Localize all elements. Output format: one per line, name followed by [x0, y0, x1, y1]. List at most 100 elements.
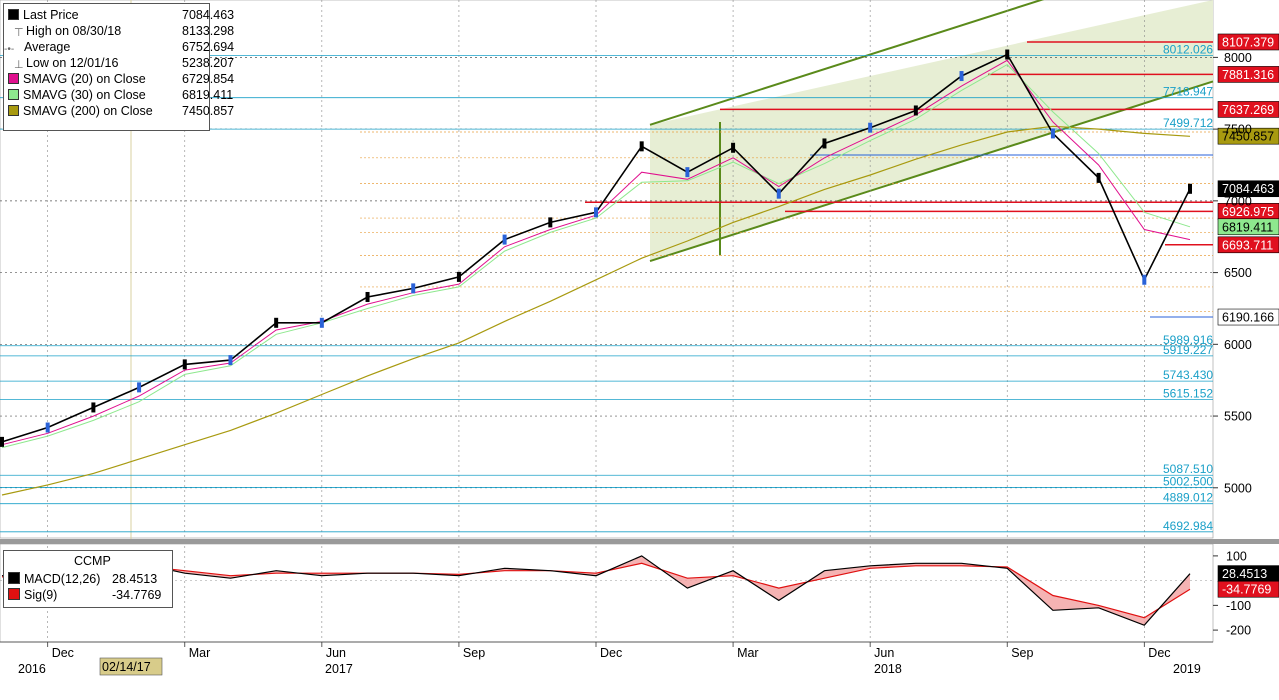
low-tick-icon: ⊥ [14, 59, 24, 71]
fib-label: 5919.227 [1163, 343, 1213, 357]
x-year-label: 2016 [18, 662, 46, 676]
price-tick-label: 7000 [1224, 194, 1252, 208]
price-tick-label: 6000 [1224, 338, 1252, 352]
x-month-label: Dec [600, 646, 622, 660]
macd-legend-item: MACD(12,26) 28.4513 [8, 571, 157, 587]
price-badge-label: 8107.379 [1222, 35, 1274, 49]
average-line-icon: -•- [4, 44, 15, 55]
price-point [959, 71, 964, 82]
legend-item: ⊤ High on 08/30/18 8133.298 [8, 23, 234, 39]
macd-tick-label: -100 [1226, 599, 1251, 613]
price-badge: 6819.411 [1217, 218, 1279, 236]
price-badge: 7450.857 [1217, 127, 1279, 145]
high-tick-icon: ⊤ [14, 27, 24, 39]
fib-label: 5002.500 [1163, 474, 1213, 488]
legend-swatch [8, 73, 19, 84]
legend-swatch [8, 572, 20, 584]
legend-item-label: SMAVG (200) on Close [23, 104, 153, 118]
price-badge-label: 7881.316 [1222, 68, 1274, 82]
price-point [274, 317, 279, 328]
legend-swatch [8, 89, 19, 100]
price-point [776, 188, 781, 199]
macd-series [1, 555, 1191, 626]
price-tick-label: 8000 [1224, 51, 1252, 65]
channel-upper-line [649, 0, 1045, 126]
price-point [411, 283, 416, 294]
channel-fill [650, 0, 1213, 262]
macd-badge: -34.7769 [1217, 580, 1279, 598]
price-point [731, 142, 736, 153]
panel-splitter [0, 539, 1279, 544]
fib-label: 5743.430 [1163, 368, 1213, 382]
price-badge: 6926.975 [1217, 203, 1279, 220]
legend-item-label: SMAVG (20) on Close [23, 72, 146, 86]
macd-tick-label: 100 [1226, 549, 1247, 563]
macd-legend-label: Sig(9) [24, 588, 58, 602]
legend-item: -•- Average 6752.694 [4, 39, 234, 55]
x-month-label: Dec [1148, 646, 1170, 660]
legend-item: SMAVG (20) on Close 6729.854 [8, 71, 234, 87]
sma200-series [1, 125, 1191, 496]
price-point [639, 141, 644, 152]
price-point [365, 291, 370, 302]
price-tick-label: 6500 [1224, 266, 1252, 280]
x-year-label: 2018 [874, 662, 902, 676]
legend-item-value: 7084.463 [182, 8, 235, 22]
x-month-label: Sep [1011, 646, 1033, 660]
price-point [502, 234, 507, 245]
date-marker-box [99, 657, 163, 676]
x-month-label: Mar [737, 646, 759, 660]
x-month-label: Mar [189, 646, 211, 660]
legend-item: SMAVG (200) on Close 7450.857 [8, 103, 234, 119]
legend-item-label: SMAVG (30) on Close [23, 88, 146, 102]
price-badge-box [1217, 101, 1279, 118]
price-point [1005, 49, 1010, 60]
price-point [45, 422, 50, 433]
legend-item-value: 7450.857 [182, 104, 235, 118]
macd-badge-label: -34.7769 [1222, 583, 1271, 597]
price-point [548, 217, 553, 228]
price-badge-box [1217, 308, 1279, 326]
x-month-label: Jun [326, 646, 346, 660]
price-point [182, 359, 187, 370]
price-legend: Last Price 7084.463 ⊤ High on 08/30/18 8133.… [3, 3, 234, 131]
price-badge-box [1217, 33, 1279, 51]
price-point [868, 122, 873, 133]
sma30-series [1, 63, 1191, 449]
macd-badge-box [1217, 580, 1279, 598]
price-point [137, 382, 142, 393]
macd-panel [0, 543, 1214, 643]
date-marker-label: 02/14/17 [102, 660, 151, 674]
price-badge-label: 6693.711 [1222, 238, 1273, 252]
price-point [822, 138, 827, 149]
fib-label: 7718.947 [1163, 85, 1213, 99]
price-point [1050, 128, 1055, 139]
price-badge-label: 7637.269 [1222, 103, 1274, 117]
legend-swatch [8, 9, 19, 20]
price-badge: 7637.269 [1217, 101, 1279, 118]
price-badge: 7084.463 [1217, 180, 1279, 198]
macd-legend-title: CCMP [74, 554, 111, 568]
fib-label: 4889.012 [1163, 491, 1213, 505]
x-month-label: Sep [463, 646, 485, 660]
price-badge: 8107.379 [1217, 33, 1279, 51]
price-point [91, 402, 96, 413]
legend-item: ⊥ Low on 12/01/16 5238.207 [8, 55, 234, 71]
fib-label: 8012.026 [1163, 43, 1213, 57]
price-badge-box [1217, 218, 1279, 236]
price-tick-label: 5000 [1224, 481, 1252, 495]
price-point [913, 105, 918, 116]
price-point [456, 271, 461, 282]
price-badge-box [1217, 127, 1279, 145]
price-point [1188, 183, 1192, 194]
price-badge-label: 6926.975 [1222, 205, 1274, 219]
legend-item: Last Price 7084.463 [8, 7, 234, 23]
x-month-label: Dec [52, 646, 74, 660]
legend-item-label: Average [24, 40, 71, 54]
date-marker-badge: 02/14/17 [99, 657, 163, 676]
fib-label: 5087.510 [1163, 462, 1213, 476]
legend-item-value: 6819.411 [182, 88, 234, 102]
price-point [228, 355, 233, 366]
legend-item-label: High on 08/30/18 [26, 24, 122, 38]
